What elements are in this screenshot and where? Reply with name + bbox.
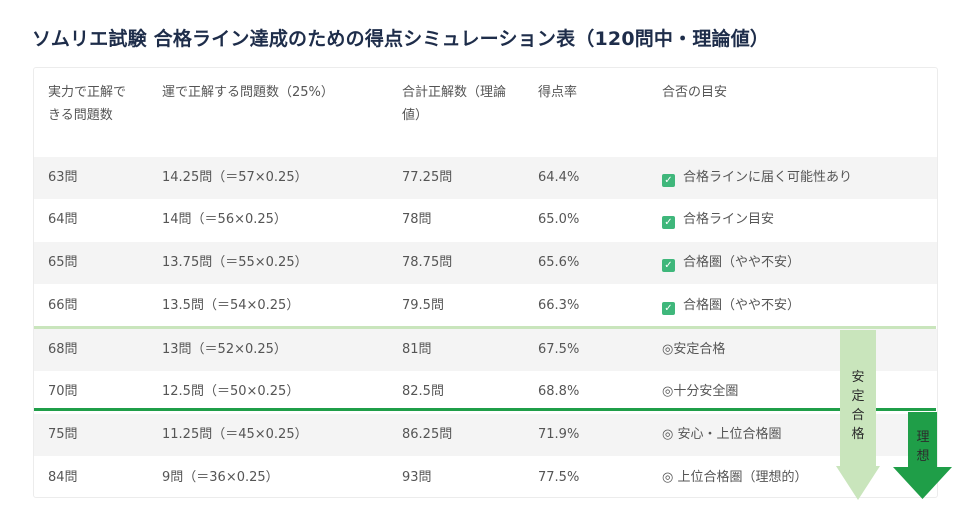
cell-correct: 70問 [48, 384, 78, 399]
cell-total: 81問 [402, 342, 432, 357]
cell-total: 78問 [402, 212, 432, 227]
table-row: 63問 14.25問（＝57×0.25） 77.25問 64.4% ✓ 合格ラインに届く可… [34, 157, 937, 199]
verdict-text: 合格ラインに届く可能性あり [683, 170, 853, 185]
cell-rate: 66.3% [538, 298, 580, 313]
cell-verdict: ✓ 合格ラインに届く可能性あり [662, 157, 852, 199]
cell-correct: 63問 [48, 170, 78, 185]
cell-rate: 65.6% [538, 255, 580, 270]
stable-pass-arrow [836, 330, 880, 500]
pass-line-dark [34, 408, 936, 411]
verdict-text: 合格圏（やや不安） [683, 298, 801, 313]
cell-verdict: ✓ 合格圏（やや不安） [662, 242, 800, 284]
ideal-arrow [893, 412, 952, 499]
check-icon: ✓ [662, 302, 675, 315]
table-header: 実力で正解できる問題数 運で正解する問題数（25%） 合計正解数（理論値） 得点… [34, 68, 937, 157]
cell-total: 77.25問 [402, 170, 453, 185]
verdict-text: ◎安定合格 [662, 342, 726, 357]
cell-rate: 65.0% [538, 212, 580, 227]
table-row: 65問 13.75問（＝55×0.25） 78.75問 65.6% ✓ 合格圏（やや不安） [34, 242, 937, 284]
cell-luck: 13問（＝52×0.25） [162, 342, 287, 357]
verdict-text: ◎ 上位合格圏（理想的） [662, 470, 808, 485]
cell-luck: 11.25問（＝45×0.25） [162, 427, 308, 442]
cell-verdict: ◎十分安全圏 [662, 371, 738, 413]
cell-verdict: ◎ 安心・上位合格圏 [662, 414, 781, 456]
cell-rate: 64.4% [538, 170, 580, 185]
stable-pass-label: 安定合格 [851, 370, 865, 442]
cell-luck: 14.25問（＝57×0.25） [162, 170, 308, 185]
page-title: ソムリエ試験 合格ライン達成のための得点シミュレーション表（120問中・理論値） [32, 28, 770, 50]
table-row: 68問 13問（＝52×0.25） 81問 67.5% ◎安定合格 [34, 329, 937, 371]
table-row: 75問 11.25問（＝45×0.25） 86.25問 71.9% ◎ 安心・上位合格圏 [34, 414, 937, 456]
score-table: 実力で正解できる問題数 運で正解する問題数（25%） 合計正解数（理論値） 得点… [33, 67, 938, 498]
cell-total: 79.5問 [402, 298, 444, 313]
header-correct: 実力で正解できる問題数 [48, 85, 127, 123]
cell-correct: 65問 [48, 255, 78, 270]
cell-correct: 68問 [48, 342, 78, 357]
cell-total: 78.75問 [402, 255, 453, 270]
cell-rate: 67.5% [538, 342, 580, 357]
cell-total: 93問 [402, 470, 432, 485]
pass-line-light [34, 326, 936, 329]
cell-verdict: ◎ 上位合格圏（理想的） [662, 457, 807, 499]
cell-verdict: ◎安定合格 [662, 329, 725, 371]
cell-verdict: ✓ 合格ライン目安 [662, 199, 774, 241]
verdict-text: ◎十分安全圏 [662, 384, 739, 399]
verdict-text: 合格圏（やや不安） [683, 255, 801, 270]
cell-luck: 14問（＝56×0.25） [162, 212, 287, 227]
verdict-text: ◎ 安心・上位合格圏 [662, 427, 782, 442]
cell-total: 86.25問 [402, 427, 453, 442]
header-rate: 得点率 [538, 85, 578, 100]
cell-luck: 13.5問（＝54×0.25） [162, 298, 300, 313]
cell-correct: 75問 [48, 427, 78, 442]
header-luck: 運で正解する問題数（25%） [162, 85, 334, 100]
ideal-label: 理想 [916, 430, 930, 464]
check-icon: ✓ [662, 174, 675, 187]
cell-rate: 77.5% [538, 470, 580, 485]
table-row: 70問 12.5問（＝50×0.25） 82.5問 68.8% ◎十分安全圏 [34, 371, 937, 413]
cell-verdict: ✓ 合格圏（やや不安） [662, 285, 800, 327]
header-verdict: 合否の目安 [662, 85, 728, 100]
check-icon: ✓ [662, 259, 675, 272]
cell-total: 82.5問 [402, 384, 444, 399]
cell-correct: 84問 [48, 470, 78, 485]
cell-rate: 68.8% [538, 384, 580, 399]
verdict-text: 合格ライン目安 [683, 212, 775, 227]
table-row: 84問 9問（＝36×0.25） 93問 77.5% ◎ 上位合格圏（理想的） [34, 457, 937, 499]
cell-correct: 64問 [48, 212, 78, 227]
table-row: 66問 13.5問（＝54×0.25） 79.5問 66.3% ✓ 合格圏（やや不安） [34, 285, 937, 327]
cell-luck: 12.5問（＝50×0.25） [162, 384, 300, 399]
cell-correct: 66問 [48, 298, 78, 313]
header-total: 合計正解数（理論値） [402, 85, 507, 123]
check-icon: ✓ [662, 216, 675, 229]
table-row: 64問 14問（＝56×0.25） 78問 65.0% ✓ 合格ライン目安 [34, 199, 937, 241]
cell-luck: 13.75問（＝55×0.25） [162, 255, 308, 270]
cell-rate: 71.9% [538, 427, 580, 442]
cell-luck: 9問（＝36×0.25） [162, 470, 279, 485]
